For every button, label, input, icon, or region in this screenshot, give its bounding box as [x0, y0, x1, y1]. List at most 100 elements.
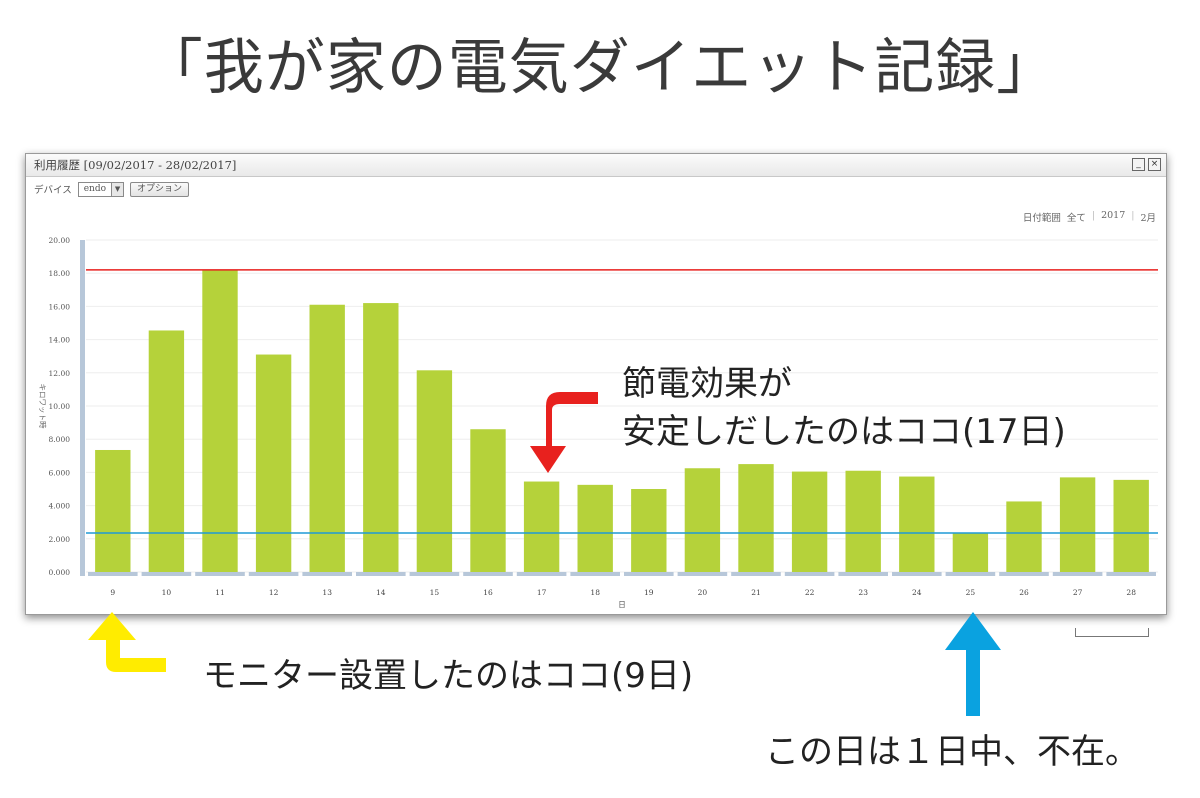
chart-bar [148, 330, 185, 572]
y-tick-label: 18.00 [49, 269, 71, 278]
chart-bar [309, 304, 345, 572]
chart-bar [95, 449, 131, 572]
chart-bar [1113, 479, 1149, 572]
chart-bar [684, 468, 721, 572]
range-month-link[interactable]: 2月 [1140, 213, 1156, 224]
x-tick-label: 15 [430, 588, 440, 597]
blue-arrow-icon [945, 612, 1001, 716]
y-tick-label: 2.000 [49, 535, 71, 544]
x-axis-track-segment [892, 572, 942, 576]
chart-bar [416, 370, 453, 572]
x-axis-track-segment [945, 572, 996, 576]
red-arrow-icon [530, 392, 598, 473]
y-tick-label: 20.00 [49, 236, 71, 245]
x-tick-label: 24 [912, 588, 922, 597]
x-axis-track-segment [999, 572, 1049, 576]
x-axis-track-segment [570, 572, 620, 576]
x-axis-track-segment [409, 572, 460, 576]
x-tick-label: 28 [1126, 588, 1136, 597]
annotation-day25: この日は１日中、不在。 [765, 732, 1139, 772]
window-controls: _ × [1132, 158, 1161, 171]
annotation-day17-line1: 節電効果が [622, 364, 792, 404]
range-all-link[interactable]: 全て [1066, 213, 1086, 224]
annotation-day17: 節電効果が 安定しだしたのはココ(17日) [622, 360, 1066, 456]
y-axis-track [80, 240, 85, 576]
x-tick-label: 13 [322, 588, 332, 597]
chart-bar [1059, 477, 1096, 572]
date-range-selector: 日付範囲 全て | 2017 | 2月 [1023, 210, 1156, 224]
x-tick-label: 22 [805, 588, 815, 597]
y-tick-label: 0.000 [49, 568, 71, 577]
x-axis-track-segment [1052, 572, 1103, 576]
x-tick-label: 25 [966, 588, 976, 597]
options-button[interactable]: オプション [130, 181, 190, 197]
y-tick-label: 8.000 [49, 435, 71, 444]
chart-bar [202, 269, 238, 572]
chart-bar [363, 303, 399, 572]
x-tick-label: 14 [376, 588, 386, 597]
range-divider: | [1131, 210, 1135, 221]
x-axis-track-segment [1106, 572, 1156, 576]
range-label: 日付範囲 [1022, 213, 1061, 224]
x-tick-label: 19 [644, 588, 654, 597]
x-axis-track-segment [248, 572, 299, 576]
chart-bar [899, 476, 935, 572]
x-axis-track-segment [838, 572, 888, 576]
x-axis-track-segment [516, 572, 567, 576]
x-tick-label: 17 [537, 588, 547, 597]
window-title: 利用履歴 [09/02/2017 - 28/02/2017] [34, 158, 237, 172]
device-label: デバイス [34, 185, 72, 196]
x-tick-label: 20 [698, 588, 708, 597]
x-axis-label: 日 [618, 600, 626, 609]
device-value: endo [83, 184, 107, 194]
y-tick-label: 12.00 [49, 369, 71, 378]
x-tick-label: 26 [1019, 588, 1029, 597]
range-divider: | [1091, 210, 1096, 221]
x-axis-track-segment [356, 572, 406, 576]
close-button[interactable]: × [1148, 158, 1161, 171]
minimize-button[interactable]: _ [1132, 158, 1145, 171]
chart-bar [1006, 501, 1042, 572]
y-tick-label: 16.00 [49, 302, 71, 311]
x-tick-label: 10 [162, 588, 172, 597]
date-box [1075, 628, 1149, 637]
yellow-arrow-icon [88, 612, 166, 672]
page-title: 「我が家の電気ダイエット記録」 [142, 33, 1058, 103]
chart-bar [631, 489, 667, 572]
x-tick-label: 23 [858, 588, 868, 597]
x-axis-track-segment [677, 572, 728, 576]
x-tick-label: 16 [483, 588, 493, 597]
y-tick-label: 14.00 [49, 336, 71, 345]
chart-bar [791, 471, 828, 572]
chart-bar [577, 484, 613, 572]
chart-bar [523, 481, 560, 572]
annotation-day9: モニター設置したのはココ(9日) [203, 656, 694, 696]
y-axis-label: キロワット時 [38, 384, 47, 429]
chart-toolbar: デバイス endo ▼ オプション [34, 181, 190, 197]
chart-bar [845, 470, 881, 572]
range-year-link[interactable]: 2017 [1101, 210, 1126, 221]
chart-bar [470, 429, 506, 572]
x-tick-label: 27 [1073, 588, 1083, 597]
chevron-down-icon[interactable]: ▼ [111, 182, 124, 196]
chart-bar [255, 354, 292, 572]
x-tick-label: 9 [110, 588, 115, 597]
x-axis-track-segment [463, 572, 513, 576]
chart-bar [738, 464, 774, 572]
y-tick-label: 10.00 [49, 402, 71, 411]
y-tick-label: 4.000 [49, 502, 71, 511]
x-axis-track-segment [195, 572, 245, 576]
x-axis-track-segment [302, 572, 352, 576]
annotation-day17-line2: 安定しだしたのはココ(17日) [622, 412, 1066, 452]
y-tick-label: 6.000 [49, 468, 71, 477]
x-axis-track-segment [141, 572, 192, 576]
x-tick-label: 12 [269, 588, 279, 597]
x-axis-track-segment [624, 572, 674, 576]
x-axis-track-segment [88, 572, 138, 576]
x-axis-track-segment [784, 572, 835, 576]
x-axis-track-segment [731, 572, 781, 576]
device-select[interactable]: endo ▼ [77, 181, 125, 197]
window-titlebar: 利用履歴 [09/02/2017 - 28/02/2017] _ × [26, 154, 1166, 177]
chart-bar [952, 532, 989, 572]
